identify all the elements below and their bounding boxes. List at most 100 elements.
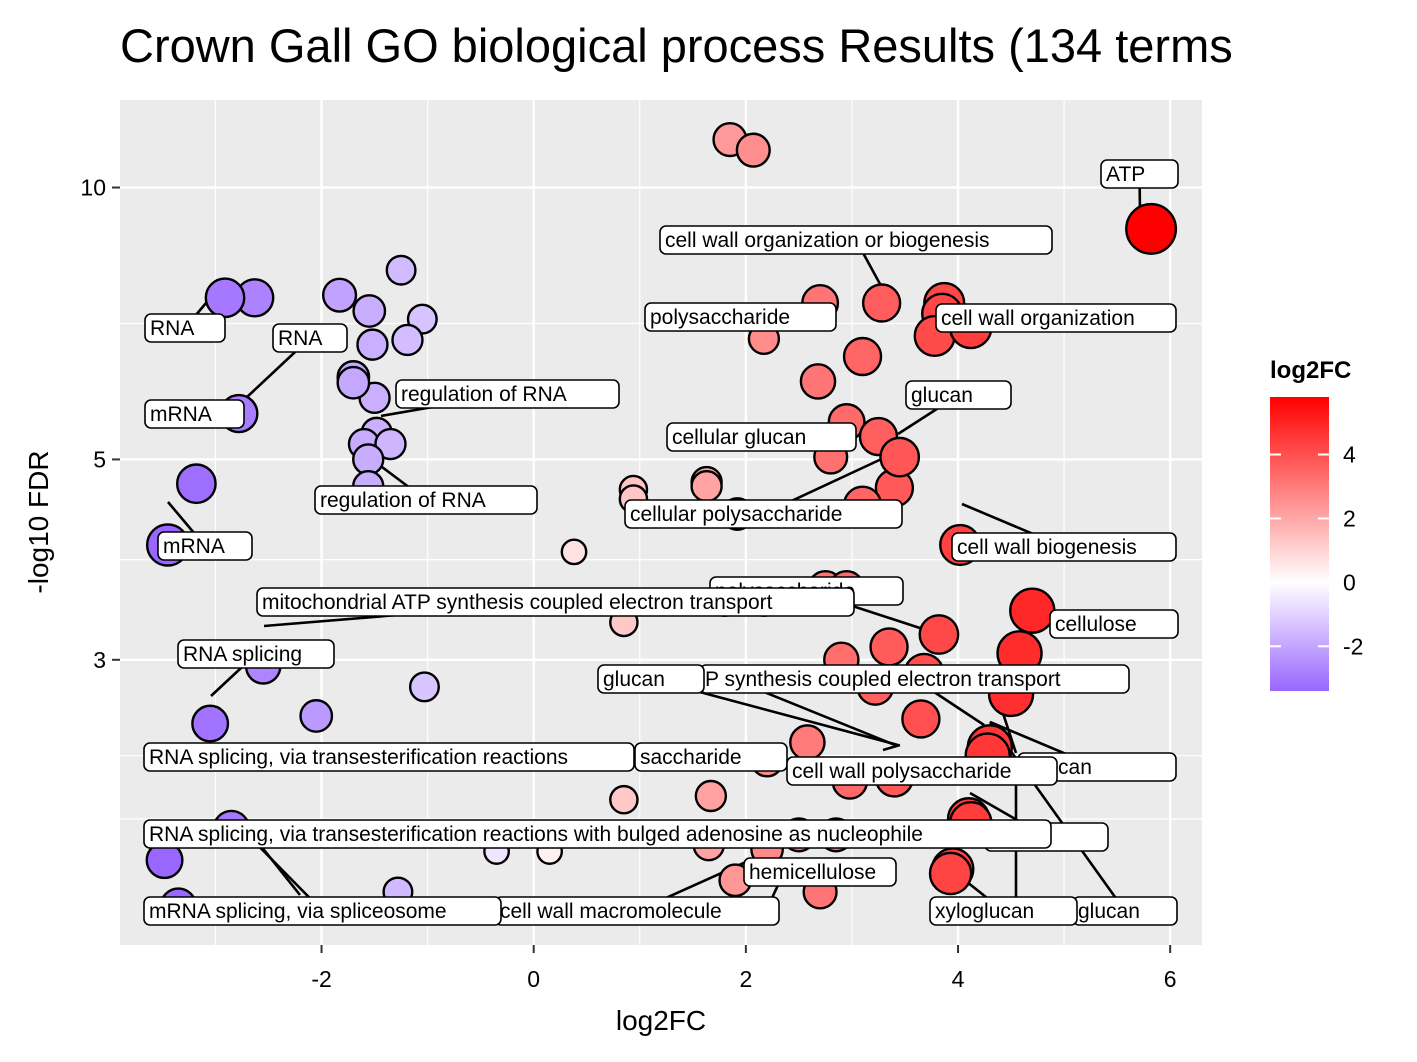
x-axis-title: log2FC (616, 1005, 706, 1036)
data-point (356, 328, 389, 361)
data-point (321, 277, 358, 313)
data-point (799, 363, 837, 400)
data-point (408, 671, 440, 703)
point-label-text: mRNA splicing, via spliceosome (149, 900, 447, 923)
point-label-text: glucan (911, 384, 973, 407)
point-label-box (951, 532, 1177, 562)
data-point (1009, 587, 1056, 634)
point-label-box (314, 485, 538, 515)
point-label-box (634, 742, 788, 772)
point-label: glucan (1072, 896, 1178, 926)
legend-tick-label: 0 (1343, 569, 1356, 595)
point-label-text: cell wall organization (941, 307, 1135, 330)
point-label-text: mRNA (150, 403, 212, 426)
y-axis: 3 5 10 (80, 175, 120, 673)
data-point (735, 132, 771, 168)
point-label-text: cell wall polysaccharide (792, 760, 1011, 783)
data-point (204, 277, 246, 319)
data-point (609, 784, 639, 815)
legend-title: log2FC (1270, 357, 1351, 384)
point-label: P synthesis coupled electron transport (699, 664, 1130, 694)
point-label: cell wall macromolecule (494, 896, 780, 926)
data-point (928, 851, 973, 896)
point-label-text: cellular glucan (672, 426, 806, 449)
point-label: cellular glucan (666, 422, 857, 452)
point-label: regulation of RNA (395, 379, 620, 409)
data-point (869, 627, 909, 667)
point-label: xyloglucan (929, 896, 1078, 926)
point-label: glucan (597, 664, 705, 694)
point-label-text: hemicellulose (749, 861, 876, 884)
point-label-box (1049, 609, 1179, 639)
x-tick-label: -2 (311, 966, 331, 992)
x-axis: -2 0 2 4 6 (311, 945, 1177, 992)
point-label-text: mRNA (163, 535, 225, 558)
point-label-text: regulation of RNA (401, 383, 567, 406)
data-point (191, 704, 230, 743)
point-labels: ATP cell wall organization or biogenesis R… (143, 159, 1179, 926)
data-point (352, 443, 385, 476)
legend-colorbar (1270, 397, 1329, 691)
point-label-text: P synthesis coupled electron transport (705, 668, 1061, 691)
point-label-text: mitochondrial ATP synthesis coupled elec… (262, 591, 773, 614)
y-tick-label: 10 (80, 175, 106, 201)
y-tick-label: 5 (93, 446, 106, 472)
point-label-box (666, 422, 857, 452)
point-label-text: RNA splicing, via transesterification re… (149, 823, 923, 846)
data-point (879, 436, 921, 478)
x-tick-label: 4 (952, 966, 965, 992)
point-label-text: glucan (603, 668, 665, 691)
point-label-text: cellular polysaccharide (630, 503, 842, 526)
point-label: cell wall biogenesis (951, 532, 1177, 562)
point-label: cellular polysaccharide (624, 499, 903, 529)
point-label-text: RNA splicing (183, 643, 302, 666)
point-label-text: cellulose (1055, 613, 1137, 636)
data-point (560, 538, 588, 566)
point-label-box (905, 380, 1012, 410)
point-label-box (272, 323, 348, 353)
point-label-box (743, 857, 897, 887)
point-label-box (256, 587, 855, 617)
point-label: RNA (144, 313, 226, 343)
point-label-box (597, 664, 705, 694)
point-label-text: xyloglucan (935, 900, 1034, 923)
data-point (694, 779, 728, 813)
point-label-text: glucan (1078, 900, 1140, 923)
point-label-text: saccharide (640, 746, 742, 769)
data-point (299, 699, 334, 733)
point-label-box (1100, 159, 1179, 189)
point-label-box (157, 531, 253, 561)
point-label-box (659, 225, 1053, 255)
data-point (374, 427, 407, 461)
point-label: RNA splicing (177, 639, 335, 669)
data-point (901, 699, 941, 739)
point-label: regulation of RNA (314, 485, 538, 515)
point-label: cell wall organization or biogenesis (659, 225, 1053, 255)
chart-title: Crown Gall GO biological process Results… (120, 19, 1233, 72)
point-label: cellulose (1049, 609, 1179, 639)
point-label-text: regulation of RNA (320, 489, 486, 512)
legend-tick-label: -2 (1343, 633, 1363, 659)
point-label-box (624, 499, 903, 529)
point-label-text: ATP (1106, 163, 1145, 186)
point-label-box (929, 896, 1078, 926)
point-label: RNA splicing, via transesterification re… (143, 819, 1052, 849)
point-label: cell wall organization (935, 303, 1177, 333)
data-point (391, 323, 424, 357)
label-leader-line (988, 721, 1127, 912)
data-point (1125, 202, 1178, 255)
point-label-text: polysaccharide (650, 306, 790, 329)
point-label: mRNA (157, 531, 253, 561)
legend-tick-label: 4 (1343, 442, 1356, 468)
point-label-text: RNA (278, 327, 322, 350)
data-point (336, 365, 371, 400)
x-tick-label: 6 (1164, 966, 1177, 992)
point-label: glucan (905, 380, 1012, 410)
y-axis-title: -log10 FDR (23, 450, 54, 593)
point-label-box (144, 399, 245, 429)
point-label: ATP (1100, 159, 1179, 189)
legend-tick-label: 2 (1343, 505, 1356, 531)
point-label-box (644, 302, 837, 332)
legend-ticks: -2 0 2 4 (1270, 442, 1363, 659)
